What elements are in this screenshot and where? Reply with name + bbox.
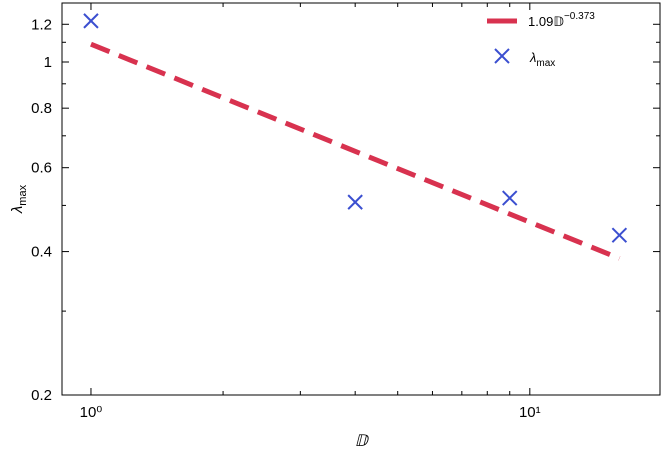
y-axis-label-sub: max	[17, 184, 29, 205]
legend-exponent: −0.373	[564, 11, 595, 22]
x-tick-label: 10¹	[519, 404, 541, 421]
data-point	[83, 13, 99, 29]
y-axis-label: λmax	[9, 184, 29, 214]
y-tick-label: 0.6	[31, 160, 52, 177]
legend-label: 1.09𝔻−0.373	[528, 11, 595, 29]
legend-marker	[494, 48, 510, 64]
data-point	[611, 227, 628, 243]
plot-frame	[61, 2, 661, 396]
y-axis-label-main: λ	[9, 206, 26, 214]
y-tick-label: 1	[44, 54, 52, 71]
x-tick-label: 10⁰	[80, 404, 103, 421]
y-tick-label: 0.8	[31, 100, 52, 117]
data-point	[347, 194, 363, 210]
legend: 1.09𝔻−0.373 λmax	[487, 11, 595, 69]
x-axis-label: 𝔻	[354, 433, 369, 450]
legend-name: λ	[529, 50, 536, 65]
y-tick-label: 0.4	[31, 244, 52, 261]
legend-name: 1.09𝔻	[528, 14, 564, 29]
y-tick-label: 1.2	[31, 16, 52, 33]
legend-sub: max	[536, 58, 555, 69]
y-tick-label: 0.2	[31, 387, 52, 404]
fit-line	[90, 41, 621, 261]
data-point	[502, 190, 518, 206]
legend-label: λmax	[529, 50, 555, 69]
